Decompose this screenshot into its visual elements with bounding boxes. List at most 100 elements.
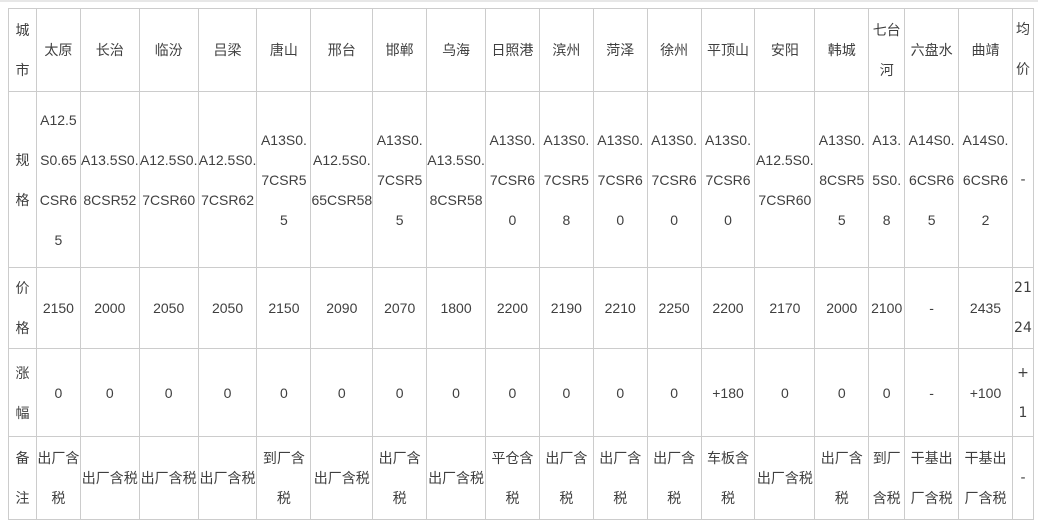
spec-cell: A12.5S0.7CSR60 [754, 91, 816, 268]
row-header-note: 备注 [8, 436, 37, 520]
price-cell: 1800 [426, 267, 486, 349]
spec-cell: A13.5S0.8 [868, 91, 906, 268]
spec-cell: A13S0.7CSR60 [700, 91, 756, 268]
price-row: 价格 2150 2000 2050 2050 2150 2090 2070 18… [8, 267, 1035, 349]
note-cell: 出厂含税 [814, 436, 870, 520]
city-cell: 七台河 [868, 8, 906, 92]
price-cell: 2100 [868, 267, 906, 349]
city-cell: 滨州 [538, 8, 594, 92]
note-cell: 出厂含税 [538, 436, 594, 520]
price-cell: 2190 [538, 267, 594, 349]
note-row: 备注 出厂含税 出厂含税 出厂含税 出厂含税 到厂含税 出厂含税 出厂含税 出厂… [8, 436, 1035, 520]
spec-cell: A13S0.7CSR58 [538, 91, 594, 268]
change-cell: 0 [646, 348, 702, 437]
change-cell: - [904, 348, 960, 437]
change-cell: 0 [814, 348, 870, 437]
city-cell: 临汾 [138, 8, 199, 92]
note-cell: 出厂含税 [646, 436, 702, 520]
change-cell: 0 [256, 348, 312, 437]
note-cell-average: - [1011, 436, 1035, 520]
city-cell: 平顶山 [700, 8, 756, 92]
spec-cell: A13.5S0.8CSR58 [426, 91, 486, 268]
change-cell: 0 [310, 348, 374, 437]
spec-cell: A13S0.7CSR55 [372, 91, 428, 268]
city-cell-average: 均价 [1011, 8, 1035, 92]
note-cell: 干基出厂含税 [958, 436, 1013, 520]
city-cell: 六盘水 [904, 8, 960, 92]
city-cell: 唐山 [256, 8, 312, 92]
price-cell: 2000 [814, 267, 870, 349]
note-cell: 到厂含税 [256, 436, 312, 520]
price-cell: 2050 [197, 267, 258, 349]
spec-cell: A13S0.7CSR60 [646, 91, 702, 268]
spec-cell: A12.5S0.65CSR65 [35, 91, 81, 268]
price-cell: 2150 [35, 267, 81, 349]
note-cell: 出厂含税 [79, 436, 140, 520]
row-header-change: 涨幅 [8, 348, 37, 437]
city-cell: 菏泽 [592, 8, 648, 92]
city-cell: 长治 [79, 8, 140, 92]
spec-cell: A13.5S0.8CSR52 [79, 91, 140, 268]
city-cell: 乌海 [426, 8, 486, 92]
note-cell: 到厂含税 [868, 436, 906, 520]
row-header-city: 城市 [8, 8, 37, 92]
spec-cell: A12.5S0.7CSR62 [197, 91, 258, 268]
spec-row: 规格 A12.5S0.65CSR65 A13.5S0.8CSR52 A12.5S… [8, 91, 1035, 268]
price-cell: 2150 [256, 267, 312, 349]
note-cell: 出厂含税 [592, 436, 648, 520]
top-edge-artifact [0, 0, 1038, 2]
city-cell: 曲靖 [958, 8, 1013, 92]
note-cell: 出厂含税 [310, 436, 374, 520]
price-cell: 2000 [79, 267, 140, 349]
change-cell: 0 [197, 348, 258, 437]
change-cell: 0 [79, 348, 140, 437]
note-cell: 出厂含税 [35, 436, 81, 520]
price-cell: 2250 [646, 267, 702, 349]
spec-cell: A13S0.7CSR60 [592, 91, 648, 268]
change-cell: 0 [35, 348, 81, 437]
change-cell: 0 [868, 348, 906, 437]
note-cell: 出厂含税 [372, 436, 428, 520]
change-cell: 0 [372, 348, 428, 437]
spec-cell: A13S0.8CSR55 [814, 91, 870, 268]
spec-cell: A14S0.6CSR62 [958, 91, 1013, 268]
change-cell: +180 [700, 348, 756, 437]
spec-cell: A13S0.7CSR55 [256, 91, 312, 268]
price-cell-average: 2124 [1011, 267, 1035, 349]
city-cell: 邯郸 [372, 8, 428, 92]
price-cell: 2170 [754, 267, 816, 349]
city-cell: 吕梁 [197, 8, 258, 92]
change-cell: 0 [138, 348, 199, 437]
spec-cell: A12.5S0.65CSR58 [310, 91, 374, 268]
spec-cell: A12.5S0.7CSR60 [138, 91, 199, 268]
note-cell: 出厂含税 [426, 436, 486, 520]
change-cell: 0 [426, 348, 486, 437]
price-cell: 2210 [592, 267, 648, 349]
city-cell: 安阳 [754, 8, 816, 92]
change-cell: 0 [754, 348, 816, 437]
change-row: 涨幅 0 0 0 0 0 0 0 0 0 0 0 0 +180 0 0 0 - … [8, 348, 1035, 437]
city-cell: 韩城 [814, 8, 870, 92]
price-cell: 2070 [372, 267, 428, 349]
change-cell: +100 [958, 348, 1013, 437]
change-cell: 0 [592, 348, 648, 437]
price-cell: 2090 [310, 267, 374, 349]
change-cell: 0 [485, 348, 540, 437]
city-cell: 太原 [35, 8, 81, 92]
change-cell-average: +1 [1011, 348, 1035, 437]
price-cell: 2200 [485, 267, 540, 349]
spec-cell: A14S0.6CSR65 [904, 91, 960, 268]
note-cell: 出厂含税 [197, 436, 258, 520]
city-cell: 日照港 [485, 8, 540, 92]
city-cell: 徐州 [646, 8, 702, 92]
price-cell: 2050 [138, 267, 199, 349]
price-cell: 2200 [700, 267, 756, 349]
note-cell: 车板含税 [700, 436, 756, 520]
spec-cell-average: - [1011, 91, 1035, 268]
spec-cell: A13S0.7CSR60 [485, 91, 540, 268]
price-table: 城市 太原 长治 临汾 吕梁 唐山 邢台 邯郸 乌海 日照港 滨州 菏泽 徐州 … [8, 8, 1035, 520]
note-cell: 平仓含税 [485, 436, 540, 520]
row-header-price: 价格 [8, 267, 37, 349]
city-row: 城市 太原 长治 临汾 吕梁 唐山 邢台 邯郸 乌海 日照港 滨州 菏泽 徐州 … [8, 8, 1035, 92]
price-cell: - [904, 267, 960, 349]
